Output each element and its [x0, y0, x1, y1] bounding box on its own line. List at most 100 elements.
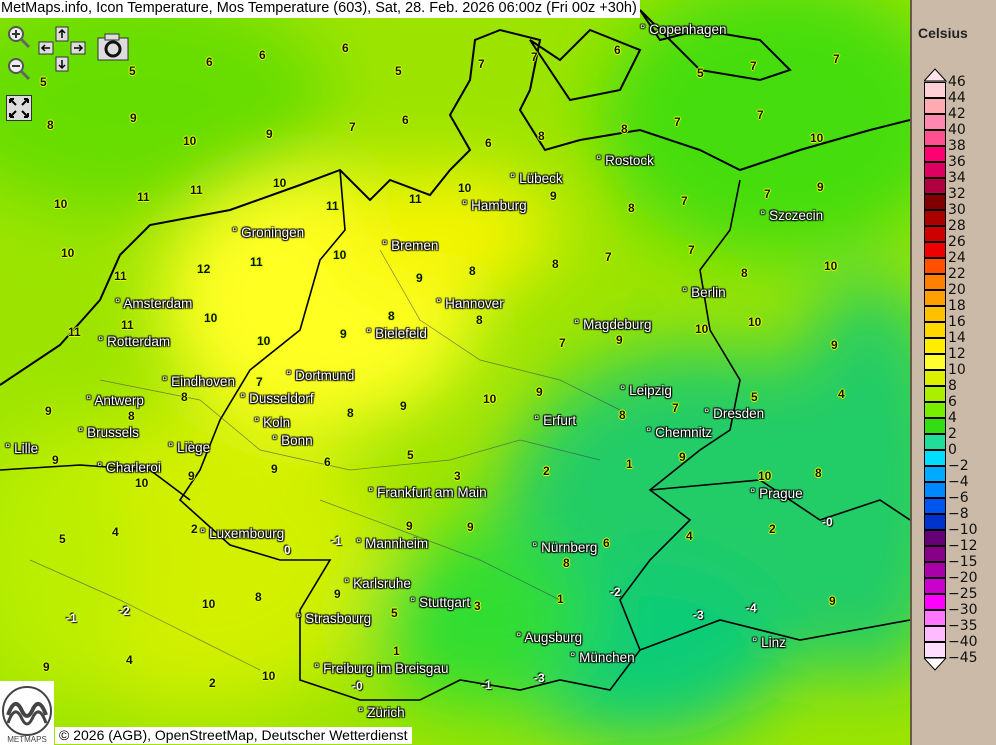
temperature-value: 8	[552, 257, 559, 271]
fullscreen-icon[interactable]	[6, 95, 32, 121]
legend-swatch	[924, 546, 946, 562]
temperature-value: 8	[255, 590, 262, 604]
temperature-value: 9	[340, 327, 347, 341]
temperature-value: 5	[697, 66, 704, 80]
temperature-value: 9	[400, 399, 407, 413]
temperature-value: 8	[621, 122, 628, 136]
legend-swatch	[924, 482, 946, 498]
city-label: ° Antwerp	[86, 393, 144, 408]
region-borders	[29, 249, 621, 671]
temperature-value: 7	[688, 243, 695, 257]
metmaps-logo: METMAPS	[0, 681, 54, 745]
temperature-value: 3	[474, 599, 481, 613]
legend-label: 10	[948, 362, 966, 378]
legend-swatch	[924, 370, 946, 386]
legend-label: −30	[948, 602, 978, 618]
temperature-value: 9	[406, 519, 413, 533]
temperature-value: 6	[259, 48, 266, 62]
temperature-value: 4	[126, 653, 133, 667]
legend-label: 30	[948, 202, 966, 218]
legend-swatch	[924, 82, 946, 98]
temperature-value: 7	[750, 59, 757, 73]
legend-label: 0	[948, 442, 957, 458]
temperature-value: 6	[402, 113, 409, 127]
temperature-value: 9	[416, 271, 423, 285]
city-label: ° Liège	[168, 440, 211, 455]
legend-swatch	[924, 450, 946, 466]
legend-swatch	[924, 434, 946, 450]
coastline	[0, 9, 910, 386]
temperature-value: 5	[129, 64, 136, 78]
city-label: ° Freiburg im Breisgau	[314, 661, 449, 676]
city-label: ° Augsburg	[516, 630, 583, 645]
city-label: ° Linz	[752, 635, 786, 650]
legend-swatch	[924, 258, 946, 274]
temperature-value: 6	[324, 455, 331, 469]
copyright-notice: © 2026 (AGB), OpenStreetMap, Deutscher W…	[55, 727, 412, 744]
legend-label: 20	[948, 282, 966, 298]
temperature-value: -2	[119, 604, 130, 618]
temperature-value: 8	[628, 201, 635, 215]
temperature-map[interactable]: MetMaps.info, Icon Temperature, Mos Temp…	[0, 0, 910, 745]
legend-label: −6	[948, 490, 969, 506]
legend-label: −15	[948, 554, 978, 570]
temperature-value: 5	[59, 532, 66, 546]
legend-swatch	[924, 610, 946, 626]
legend-label: 34	[948, 170, 966, 186]
temperature-value: 6	[485, 136, 492, 150]
temperature-value: 3	[454, 469, 461, 483]
temperature-value: 1	[626, 457, 633, 471]
temperature-value: 10	[483, 392, 497, 406]
city-label: ° München	[570, 650, 635, 665]
legend-swatch	[924, 274, 946, 290]
legend-swatch	[924, 242, 946, 258]
legend-label: −2	[948, 458, 969, 474]
temperature-value: 4	[112, 525, 119, 539]
legend-swatch	[924, 594, 946, 610]
temperature-value: 6	[206, 55, 213, 69]
city-label: ° Hannover	[436, 296, 504, 311]
temperature-value: -1	[481, 678, 492, 692]
zoom-in-icon[interactable]	[6, 24, 32, 50]
legend-swatch	[924, 626, 946, 642]
temperature-value: 8	[181, 390, 188, 404]
temperature-value: 8	[619, 408, 626, 422]
temperature-value: 9	[550, 189, 557, 203]
temperature-value: 8	[563, 556, 570, 570]
temperature-value: -0	[352, 679, 363, 693]
city-label: ° Koln	[254, 415, 291, 430]
legend-swatch	[924, 498, 946, 514]
legend-label: 36	[948, 154, 966, 170]
city-label: ° Eindhoven	[162, 374, 235, 389]
legend-label: 38	[948, 138, 966, 154]
temperature-value: 7	[349, 120, 356, 134]
temperature-value: 10	[262, 669, 276, 683]
legend-swatch	[924, 210, 946, 226]
legend-label: 40	[948, 122, 966, 138]
temperature-value: 9	[829, 594, 836, 608]
legend-label: −25	[948, 586, 978, 602]
temperature-value: 10	[748, 315, 762, 329]
zoom-out-icon[interactable]	[6, 56, 32, 82]
city-label: ° Erfurt	[534, 413, 577, 428]
legend-label: 12	[948, 346, 966, 362]
pan-arrows-icon[interactable]	[38, 26, 86, 72]
legend-label: 26	[948, 234, 966, 250]
camera-icon[interactable]	[97, 32, 129, 62]
city-label: ° Frankfurt am Main	[368, 485, 487, 500]
legend-label: 42	[948, 106, 966, 122]
temperature-value: 9	[45, 404, 52, 418]
city-label: ° Strasbourg	[296, 611, 372, 626]
legend-swatch	[924, 178, 946, 194]
city-label: ° Dresden	[704, 406, 765, 421]
city-label: ° Copenhagen	[640, 22, 727, 37]
legend-swatch	[924, 98, 946, 114]
temperature-value: 10	[54, 197, 68, 211]
temperature-value: 7	[672, 401, 679, 415]
temperature-value: 8	[469, 264, 476, 278]
legend-label: −45	[948, 650, 978, 666]
city-label: ° Groningen	[232, 225, 305, 240]
temperature-value: 6	[603, 536, 610, 550]
temperature-value: 10	[458, 181, 472, 195]
city-label: ° Mannheim	[356, 536, 429, 551]
